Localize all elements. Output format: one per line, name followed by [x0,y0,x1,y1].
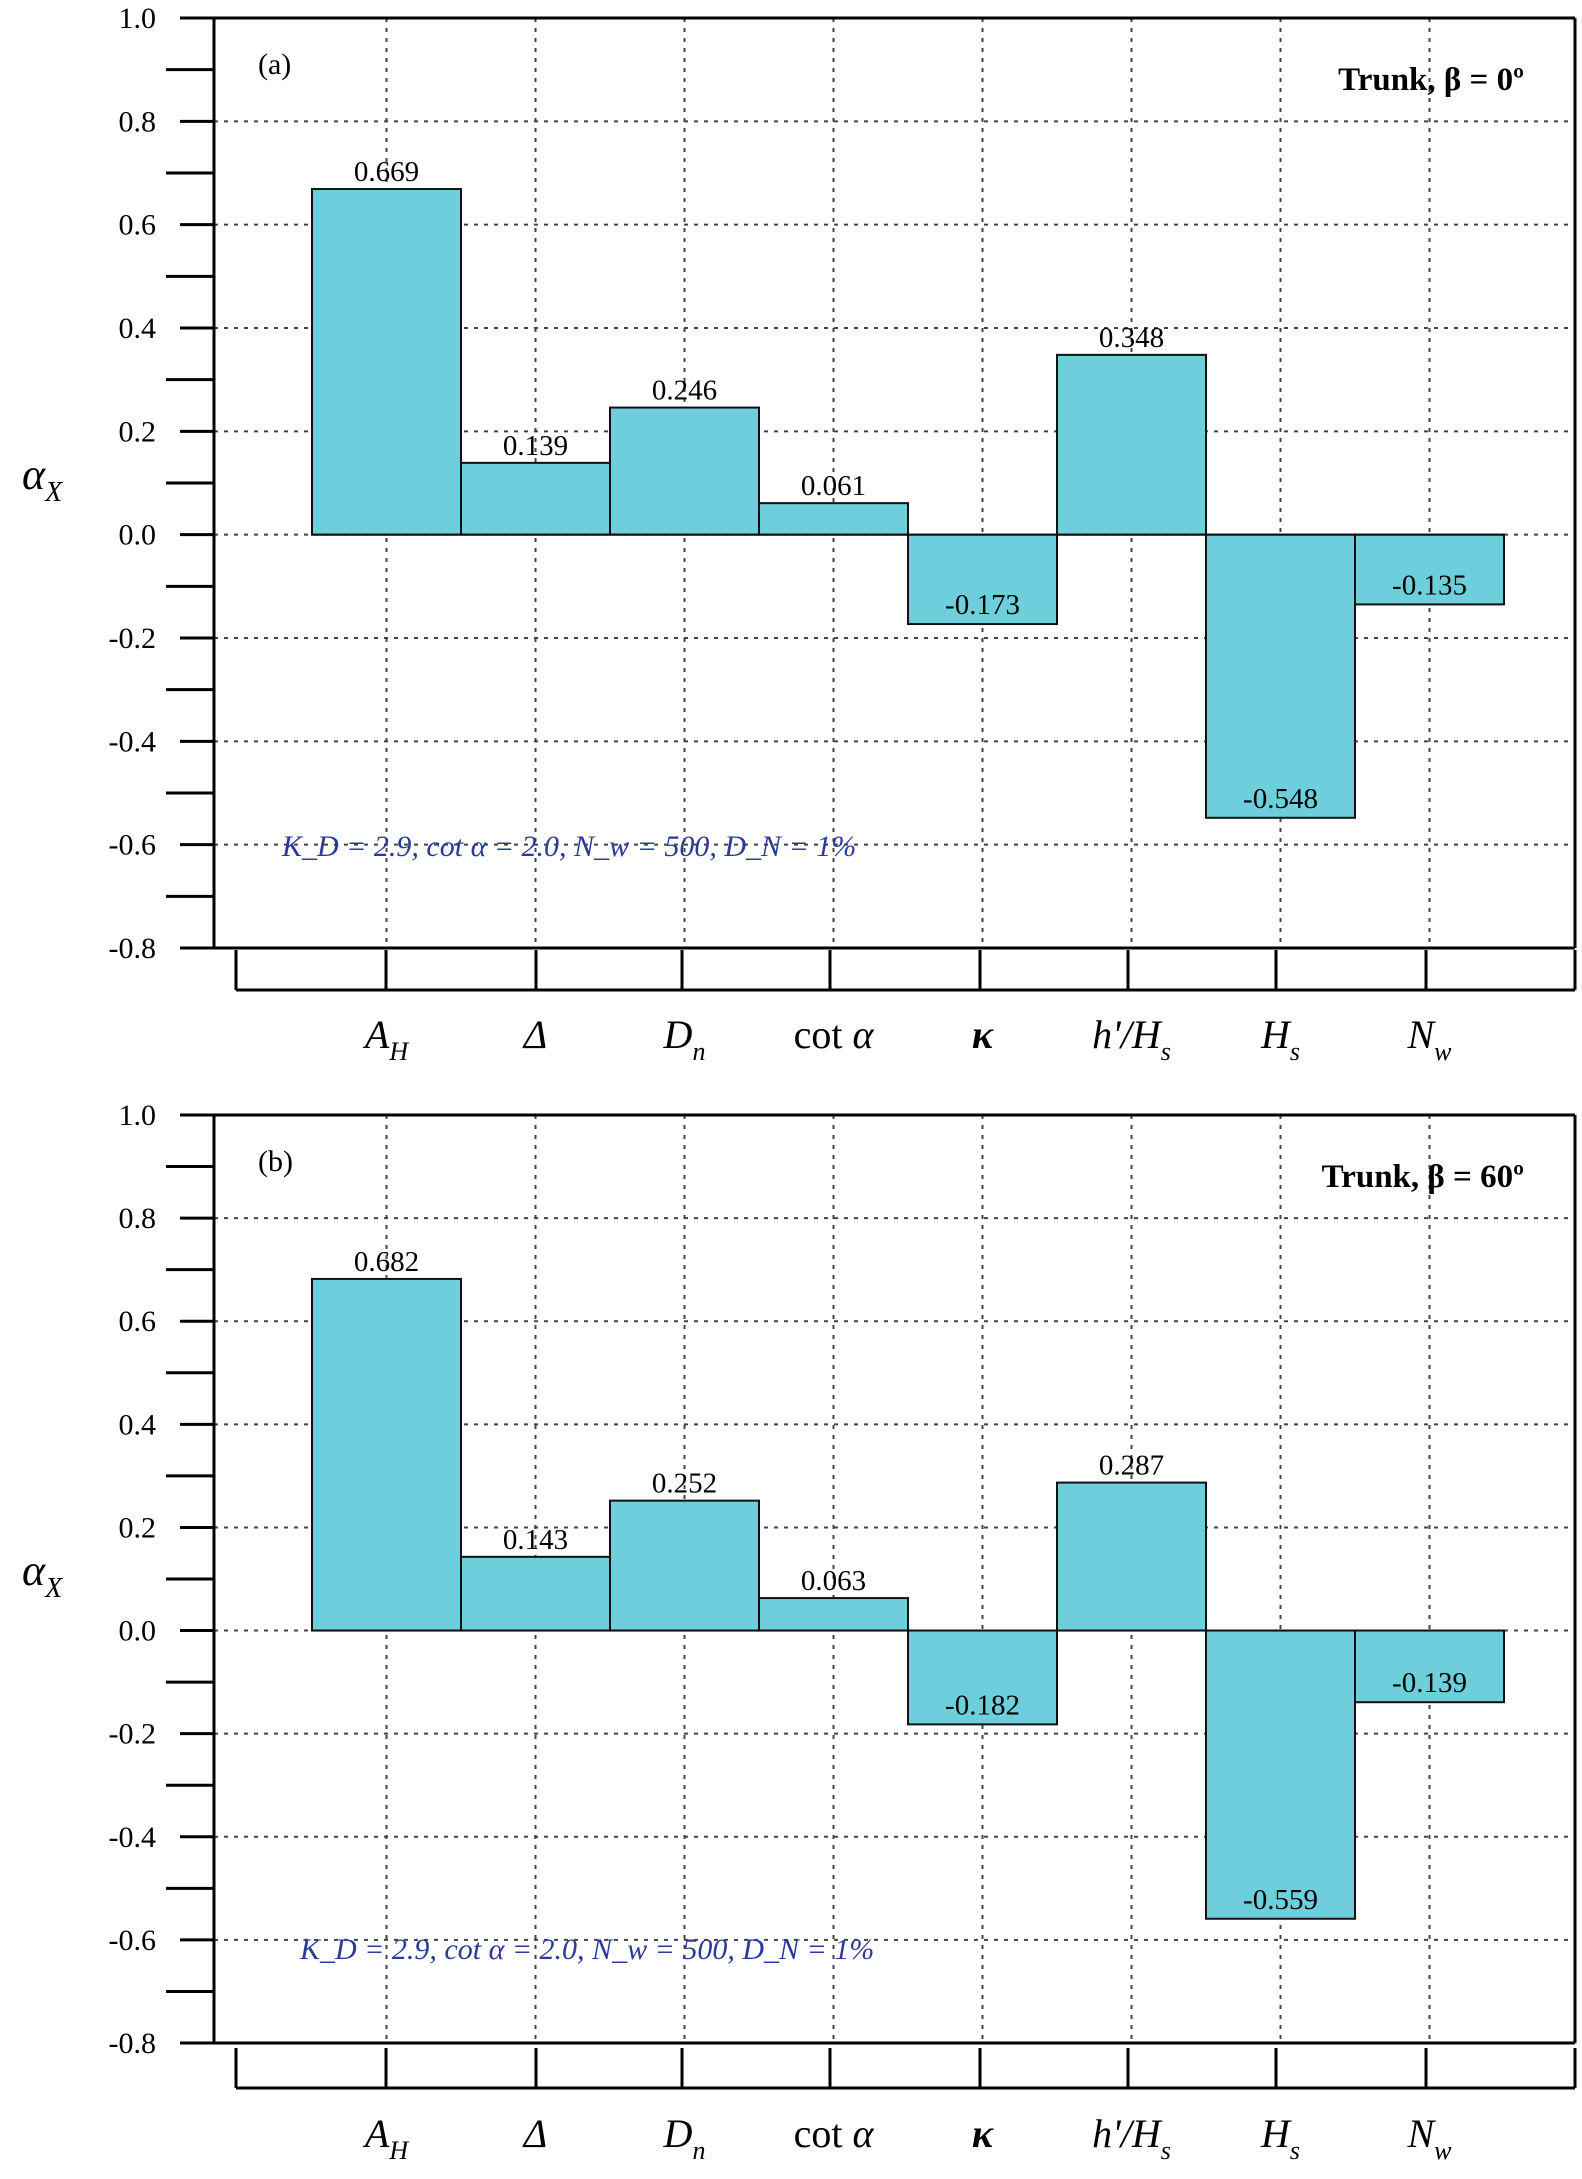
x-tick-label: Δ [522,2111,547,2156]
parameter-annotation: K_D = 2.9, cot α = 2.0, N_w = 500, D_N =… [281,830,856,863]
bar [758,1597,909,1632]
bar [1056,1481,1207,1632]
y-tick-label: -0.4 [109,1821,157,1854]
bar [758,502,909,536]
bar [609,406,760,536]
x-tick-label: cot α [794,2111,875,2156]
panel-title: Trunk, β = 0º [1338,62,1524,98]
y-tick-label: 1.0 [119,2,157,35]
data-label: 0.143 [503,1524,568,1556]
y-tick-label: 0.6 [119,1305,157,1338]
y-axis-label: αX [22,450,63,508]
x-tick-label: cot α [794,1012,875,1057]
y-tick-label: -0.2 [109,1718,157,1751]
data-label: -0.135 [1392,569,1467,601]
y-tick-label: 0.4 [119,312,157,345]
x-tick-label: Hs [1260,1012,1300,1066]
panel-title: Trunk, β = 60º [1322,1159,1524,1195]
data-label: -0.182 [945,1689,1020,1721]
bar [460,1555,611,1632]
y-tick-label: 0.8 [119,105,157,138]
y-tick-label: -0.4 [109,725,157,758]
x-tick-label: Dn [663,1012,706,1066]
bar [1354,1629,1505,1704]
data-label: -0.173 [945,589,1020,621]
y-tick-label: -0.2 [109,622,157,655]
panel-label: (a) [258,48,291,81]
bar [311,1277,462,1632]
data-label: 0.246 [652,375,717,407]
x-tick-label: Dn [663,2111,706,2165]
bar [1205,533,1356,819]
y-axis-label: αX [22,1546,63,1604]
bar [1056,353,1207,536]
x-tick-label: AH [362,1012,409,1066]
y-tick-label: -0.8 [109,2027,157,2060]
bar [460,461,611,536]
x-tick-label: Nw [1406,1012,1452,1066]
bar [1354,533,1505,606]
parameter-annotation: K_D = 2.9, cot α = 2.0, N_w = 500, D_N =… [299,1933,874,1966]
y-tick-label: 0.8 [119,1202,157,1235]
x-tick-label: κ [972,1012,994,1057]
data-label: 0.061 [801,470,866,502]
x-tick-label: κ [972,2111,994,2156]
data-label: 0.063 [801,1565,866,1597]
x-tick-label: h'/Hs [1092,1012,1171,1066]
bar [311,188,462,536]
panel-label: (b) [258,1145,293,1178]
y-tick-label: 0.0 [119,1615,157,1648]
y-tick-label: -0.6 [109,829,157,862]
data-label: 0.139 [503,430,568,462]
x-tick-label: AH [362,2111,409,2165]
y-tick-label: -0.6 [109,1924,157,1957]
data-label: 0.669 [354,156,419,188]
y-tick-label: 0.2 [119,415,157,448]
data-label: 0.287 [1099,1450,1164,1482]
data-label: 0.682 [354,1246,419,1278]
data-label: -0.548 [1243,783,1318,815]
y-tick-label: 0.6 [119,209,157,242]
y-tick-label: 0.0 [119,519,157,552]
x-tick-label: h'/Hs [1092,2111,1171,2165]
y-tick-label: 0.2 [119,1511,157,1544]
data-label: 0.252 [652,1468,717,1500]
bar [907,533,1058,626]
chart-panel-a: 0.669 0.139 0.246 0.061 -0.173 0.348 -0.548 -0.… [22,2,1577,1066]
x-tick-label: Hs [1260,2111,1300,2165]
y-tick-label: 1.0 [119,1099,157,1132]
y-tick-label: 0.4 [119,1408,157,1441]
chart-panel-b: 0.682 0.143 0.252 0.063 -0.182 0.287 -0.559 -0.… [22,1099,1577,2165]
data-label: 0.348 [1099,322,1164,354]
bar [1205,1629,1356,1920]
bar [609,1499,760,1632]
data-label: -0.139 [1392,1667,1467,1699]
bar [907,1629,1058,1726]
data-label: -0.559 [1243,1884,1318,1916]
y-tick-label: -0.8 [109,932,157,965]
x-tick-label: Δ [522,1012,547,1057]
x-tick-label: Nw [1406,2111,1452,2165]
